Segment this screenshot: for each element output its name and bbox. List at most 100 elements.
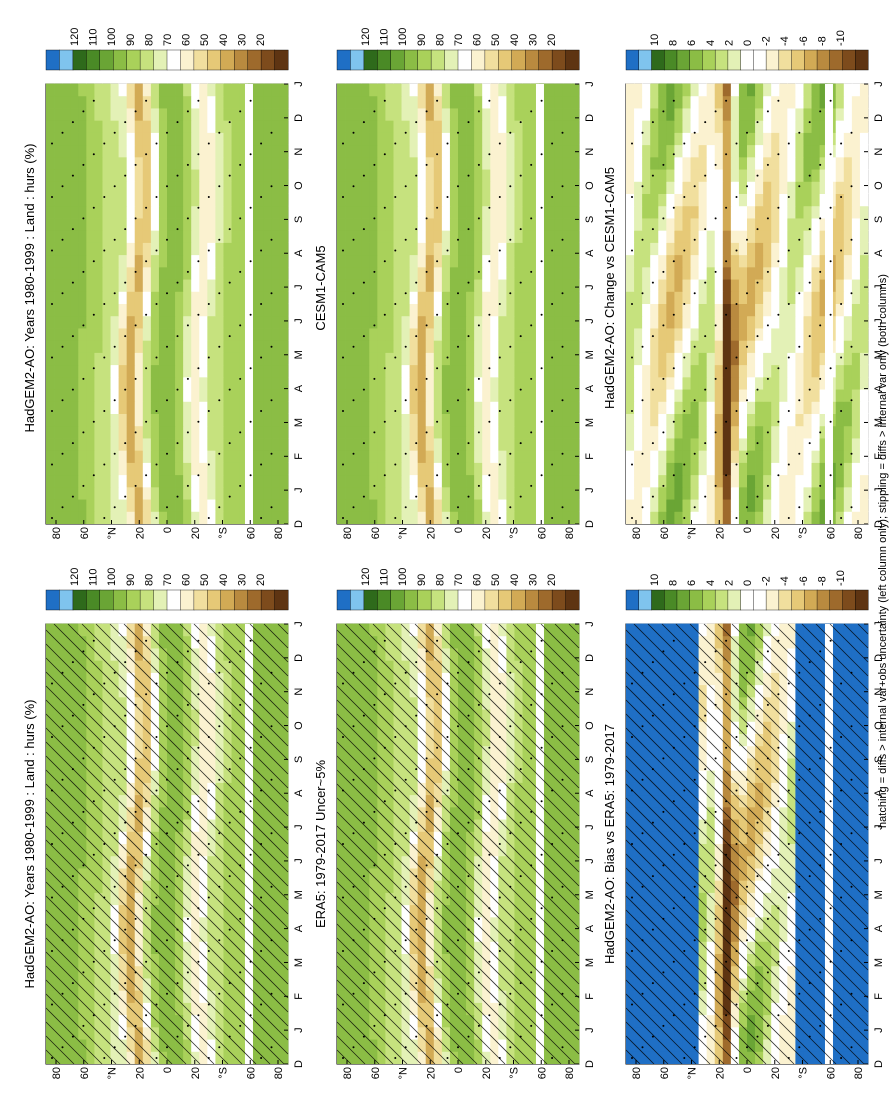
heatmap-cell	[417, 990, 427, 1003]
heatmap-cell	[110, 486, 119, 500]
heatmap-cell	[199, 904, 208, 918]
heatmap-cell	[433, 660, 443, 673]
stipple-dot	[228, 875, 231, 878]
heatmap-cell	[417, 965, 427, 979]
heatmap-cell	[54, 929, 63, 942]
heatmap-cell	[150, 1051, 160, 1064]
heatmap-cell	[126, 352, 136, 366]
heatmap-cell	[255, 144, 265, 158]
heatmap-cell	[377, 758, 386, 771]
heatmap-cell	[175, 721, 184, 734]
heatmap-cell	[279, 230, 289, 243]
heatmap-cell	[506, 1026, 515, 1040]
heatmap-cell	[191, 929, 200, 942]
heatmap-cell	[46, 132, 55, 146]
heatmap-cell	[546, 499, 556, 512]
heatmap-cell	[70, 132, 79, 146]
heatmap-cell	[514, 1014, 523, 1028]
heatmap-cell	[62, 696, 71, 710]
heatmap-cell	[353, 266, 362, 280]
stipple-dot	[176, 768, 179, 771]
heatmap-cell	[142, 1051, 152, 1064]
heatmap-cell	[223, 770, 232, 783]
stipple-dot	[509, 885, 512, 888]
heatmap-cell	[263, 623, 273, 637]
heatmap-cell	[417, 425, 427, 439]
stipple-dot	[134, 163, 137, 166]
heatmap-cell	[102, 843, 111, 857]
heatmap-cell	[279, 511, 289, 524]
heatmap-cell	[377, 965, 386, 979]
heatmap-cell	[255, 511, 265, 524]
heatmap-cell	[498, 218, 507, 231]
stipple-dot	[498, 789, 501, 792]
heatmap-cell	[126, 83, 136, 97]
heatmap-cell	[490, 328, 499, 341]
heatmap-cell	[191, 660, 200, 673]
heatmap-cell	[546, 438, 556, 451]
heatmap-cell	[231, 315, 240, 329]
colorbar-swatch	[99, 49, 114, 71]
heatmap-cell	[54, 156, 63, 170]
heatmap-cell	[506, 169, 515, 182]
heatmap-cell	[417, 486, 427, 500]
stipple-dot	[197, 800, 200, 803]
heatmap-cell	[70, 880, 79, 893]
heatmap-cell	[522, 684, 532, 698]
heatmap-cell	[199, 266, 208, 280]
heatmap-cell	[46, 95, 55, 109]
heatmap-cell	[369, 733, 378, 747]
heatmap-cell	[433, 648, 443, 661]
heatmap-cell	[506, 916, 515, 930]
heatmap-cell	[546, 941, 556, 954]
heatmap-cell	[102, 413, 111, 427]
hatch-line	[45, 713, 289, 957]
heatmap-cell	[409, 511, 419, 524]
heatmap-cell	[490, 648, 499, 661]
heatmap-cell	[345, 193, 354, 207]
heatmap-cell	[54, 193, 63, 207]
heatmap-cell	[183, 721, 192, 734]
colorbar-swatch	[484, 589, 499, 611]
heatmap-cell	[223, 450, 232, 463]
heatmap-cell	[474, 413, 483, 427]
heatmap-cell	[167, 770, 176, 783]
stipple-dot	[509, 778, 512, 781]
heatmap-cell	[78, 806, 87, 820]
heatmap-cell	[199, 978, 208, 991]
heatmap-cell	[449, 205, 459, 219]
stipple-dot	[51, 789, 53, 792]
stipple-dot	[260, 303, 263, 305]
stipple-dot	[176, 875, 179, 878]
heatmap-cell	[409, 929, 419, 942]
heatmap-cell	[458, 941, 467, 954]
heatmap-cell	[158, 648, 168, 661]
heatmap-cell	[466, 941, 475, 954]
heatmap-cell	[142, 413, 152, 427]
heatmap-cell	[54, 230, 63, 243]
stipple-dot	[228, 228, 231, 231]
heatmap-cell	[46, 709, 55, 722]
heatmap-cell	[377, 474, 386, 488]
heatmap-cell	[86, 819, 95, 832]
colorbar-label: 70	[162, 574, 174, 586]
heatmap-cell	[401, 486, 410, 500]
heatmap-cell	[183, 108, 192, 121]
heatmap-cell	[409, 205, 419, 219]
heatmap-cell	[562, 425, 572, 439]
heatmap-cell	[433, 1002, 443, 1016]
heatmap-cell	[142, 389, 152, 402]
stipple-dot	[394, 896, 397, 899]
heatmap-cell	[142, 721, 152, 734]
heatmap-cell	[353, 486, 362, 500]
heatmap-cell	[554, 328, 564, 341]
heatmap-cell	[255, 181, 265, 194]
heatmap-cell	[191, 1026, 200, 1040]
hatch-line	[336, 909, 492, 1065]
month-tick-label: S	[293, 756, 305, 763]
month-tick-label: F	[293, 453, 305, 460]
stipple-dot	[92, 853, 95, 856]
heatmap-cell	[474, 291, 483, 304]
heatmap-cell	[337, 709, 346, 722]
stipple-dot	[207, 249, 210, 252]
